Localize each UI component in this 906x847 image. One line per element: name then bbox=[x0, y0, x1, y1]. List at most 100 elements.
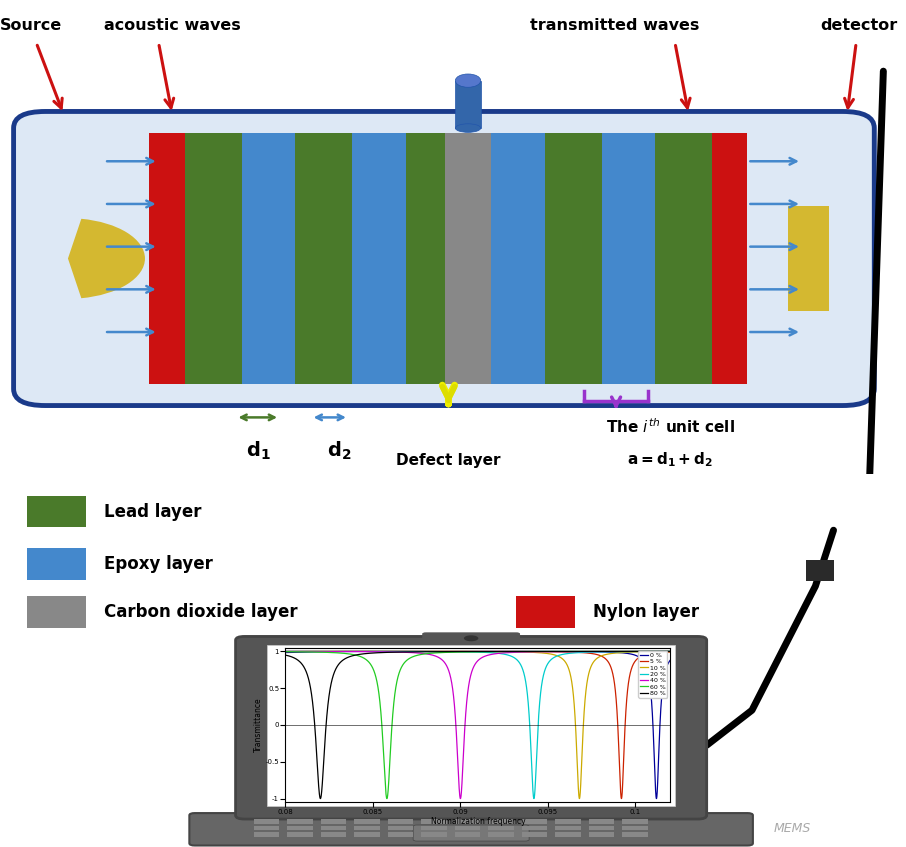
Ellipse shape bbox=[456, 124, 481, 132]
Bar bbox=[455, 826, 480, 830]
X-axis label: Normalization frequency: Normalization frequency bbox=[430, 817, 525, 827]
Bar bbox=[388, 826, 413, 830]
10 % bbox=[574, 794, 585, 804]
Line: 60 %: 60 % bbox=[285, 651, 670, 799]
40 % bbox=[565, 646, 576, 656]
5 % bbox=[665, 647, 676, 657]
Bar bbox=[254, 833, 279, 837]
40 % bbox=[525, 647, 535, 657]
40 % bbox=[280, 646, 291, 656]
Bar bbox=[522, 819, 547, 823]
40 % bbox=[419, 649, 430, 659]
80 % bbox=[565, 646, 576, 656]
Text: Nylon layer: Nylon layer bbox=[593, 603, 699, 621]
Line: 5 %: 5 % bbox=[285, 651, 670, 799]
Bar bbox=[421, 833, 447, 837]
Bar bbox=[488, 819, 514, 823]
5 % bbox=[508, 646, 519, 656]
Text: Carbon dioxide layer: Carbon dioxide layer bbox=[104, 603, 298, 621]
Text: detector: detector bbox=[820, 18, 897, 33]
Bar bbox=[806, 560, 834, 580]
Bar bbox=[622, 819, 648, 823]
5 % bbox=[616, 794, 627, 804]
Bar bbox=[321, 819, 346, 823]
Text: MEMS: MEMS bbox=[774, 822, 812, 835]
10 % bbox=[299, 646, 310, 656]
Bar bbox=[456, 80, 481, 128]
Bar bbox=[555, 833, 581, 837]
Text: $\mathbf{d_2}$: $\mathbf{d_2}$ bbox=[327, 440, 352, 462]
Bar bbox=[287, 819, 313, 823]
Bar bbox=[354, 819, 380, 823]
0 % bbox=[525, 646, 535, 656]
80 % bbox=[586, 646, 597, 656]
80 % bbox=[280, 650, 291, 660]
FancyBboxPatch shape bbox=[413, 825, 529, 841]
Y-axis label: Transmittance: Transmittance bbox=[254, 698, 263, 752]
Bar bbox=[589, 819, 614, 823]
Text: acoustic waves: acoustic waves bbox=[104, 18, 241, 33]
FancyBboxPatch shape bbox=[236, 636, 707, 819]
60 % bbox=[280, 646, 291, 656]
Bar bbox=[185, 133, 242, 385]
Bar bbox=[406, 133, 445, 385]
0 % bbox=[280, 647, 291, 657]
0 % bbox=[508, 646, 519, 656]
Bar bbox=[788, 207, 829, 311]
Line: 10 %: 10 % bbox=[285, 651, 670, 799]
Bar bbox=[352, 133, 406, 385]
Bar bbox=[287, 826, 313, 830]
80 % bbox=[419, 646, 430, 656]
Line: 20 %: 20 % bbox=[285, 651, 670, 799]
Bar bbox=[555, 826, 581, 830]
40 % bbox=[586, 646, 597, 656]
FancyBboxPatch shape bbox=[189, 813, 753, 845]
Text: $\mathbf{a=d_1+d_2}$: $\mathbf{a=d_1+d_2}$ bbox=[627, 451, 714, 469]
Text: Epoxy layer: Epoxy layer bbox=[104, 555, 213, 573]
Line: 40 %: 40 % bbox=[285, 651, 670, 799]
FancyBboxPatch shape bbox=[422, 633, 520, 644]
Bar bbox=[445, 133, 491, 385]
60 % bbox=[565, 646, 576, 656]
Bar bbox=[455, 819, 480, 823]
5 % bbox=[586, 649, 597, 659]
Text: $\mathbf{d_1}$: $\mathbf{d_1}$ bbox=[246, 440, 271, 462]
Bar bbox=[522, 833, 547, 837]
Bar bbox=[491, 133, 545, 385]
Text: Defect layer: Defect layer bbox=[396, 452, 501, 468]
Circle shape bbox=[464, 635, 478, 641]
40 % bbox=[665, 646, 676, 656]
Ellipse shape bbox=[456, 74, 481, 87]
Bar bbox=[295, 133, 352, 385]
5 % bbox=[322, 646, 333, 656]
60 % bbox=[508, 646, 519, 656]
Bar bbox=[149, 133, 185, 385]
Bar bbox=[321, 833, 346, 837]
5 % bbox=[299, 646, 310, 656]
Bar bbox=[488, 826, 514, 830]
80 % bbox=[315, 794, 326, 804]
Bar bbox=[287, 833, 313, 837]
Bar bbox=[589, 833, 614, 837]
0 % bbox=[586, 646, 597, 656]
10 % bbox=[507, 647, 518, 657]
5 % bbox=[525, 646, 535, 656]
Bar bbox=[522, 826, 547, 830]
Bar bbox=[421, 819, 447, 823]
5 % bbox=[419, 646, 430, 656]
Bar bbox=[622, 833, 648, 837]
Text: The $i^{th}$ unit cell: The $i^{th}$ unit cell bbox=[606, 418, 735, 436]
Bar bbox=[589, 826, 614, 830]
10 % bbox=[586, 661, 597, 671]
0 % bbox=[299, 647, 310, 657]
80 % bbox=[525, 646, 535, 656]
Wedge shape bbox=[68, 219, 145, 298]
20 % bbox=[419, 646, 430, 656]
Bar bbox=[254, 826, 279, 830]
0 % bbox=[371, 646, 381, 656]
20 % bbox=[507, 652, 518, 662]
Bar bbox=[321, 826, 346, 830]
5 % bbox=[280, 646, 291, 656]
20 % bbox=[565, 648, 576, 658]
60 % bbox=[299, 647, 310, 657]
